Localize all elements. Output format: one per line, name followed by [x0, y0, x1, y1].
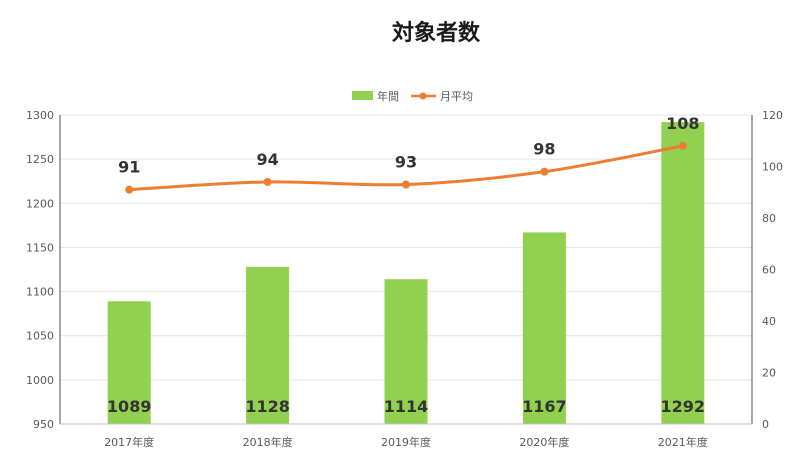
- bar: [661, 122, 705, 424]
- right-axis-tick-label: 80: [762, 212, 776, 225]
- right-axis-tick-label: 40: [762, 315, 776, 328]
- bar: [107, 301, 151, 424]
- x-axis-tick-label: 2018年度: [243, 435, 293, 449]
- legend-marker-line: [419, 92, 427, 100]
- line-point: [402, 180, 410, 189]
- x-axis-tick-label: 2019年度: [381, 435, 431, 449]
- line-point: [540, 167, 549, 176]
- bar: [384, 279, 428, 424]
- line-value-label: 108: [666, 114, 699, 133]
- right-axis-tick-label: 60: [762, 264, 776, 277]
- bar-series: 1089 1128 1114 1167 1292: [107, 122, 705, 424]
- line-point: [125, 185, 134, 194]
- legend-swatch-bar: [352, 91, 373, 100]
- bar: [246, 266, 290, 424]
- left-axis-tick-label: 1050: [26, 330, 54, 343]
- right-axis-tick-label: 0: [762, 418, 769, 431]
- left-axis-tick-label: 1300: [26, 109, 54, 122]
- bar-value-label: 1114: [384, 397, 429, 416]
- line-point: [678, 141, 687, 150]
- plot-frame: [59, 115, 753, 425]
- line-value-label: 91: [118, 158, 140, 177]
- bar-value-label: 1128: [245, 397, 290, 416]
- bar-value-label: 1292: [661, 397, 706, 416]
- right-axis-tick-label: 100: [762, 161, 783, 174]
- line-series: 91 94 93 98 108: [118, 114, 700, 194]
- line-value-label: 93: [395, 153, 417, 172]
- left-axis-tick-label: 1200: [26, 197, 54, 210]
- right-axis-tick-label: 20: [762, 367, 776, 380]
- x-axis-ticks: 2017年度 2018年度 2019年度 2020年度 2021年度: [104, 435, 708, 449]
- bar-value-label: 1089: [107, 397, 152, 416]
- legend-label-line: 月平均: [440, 90, 473, 103]
- x-axis-tick-label: 2020年度: [519, 435, 569, 449]
- left-axis-tick-label: 1100: [26, 286, 54, 299]
- left-axis-tick-label: 1000: [26, 374, 54, 387]
- right-axis-tick-label: 120: [762, 109, 783, 122]
- legend-label-bar: 年間: [377, 89, 399, 103]
- line-point: [263, 177, 272, 186]
- left-axis-tick-label: 1150: [26, 241, 54, 254]
- left-axis-tick-label: 1250: [26, 153, 54, 166]
- x-axis-tick-label: 2017年度: [104, 435, 154, 449]
- left-axis-tick-label: 950: [33, 418, 54, 431]
- line-value-label: 98: [533, 140, 555, 159]
- bar: [522, 232, 566, 424]
- x-axis-tick-label: 2021年度: [658, 435, 708, 449]
- chart-title: 対象者数: [392, 20, 481, 46]
- left-axis-ticks: 950 1000 1050 1100 1150 1200 1250 1300: [26, 109, 54, 431]
- legend: 年間 月平均: [352, 89, 473, 103]
- right-axis-ticks: 0 20 40 60 80 100 120: [762, 109, 783, 431]
- bar-value-label: 1167: [522, 397, 567, 416]
- line-value-label: 94: [256, 150, 278, 169]
